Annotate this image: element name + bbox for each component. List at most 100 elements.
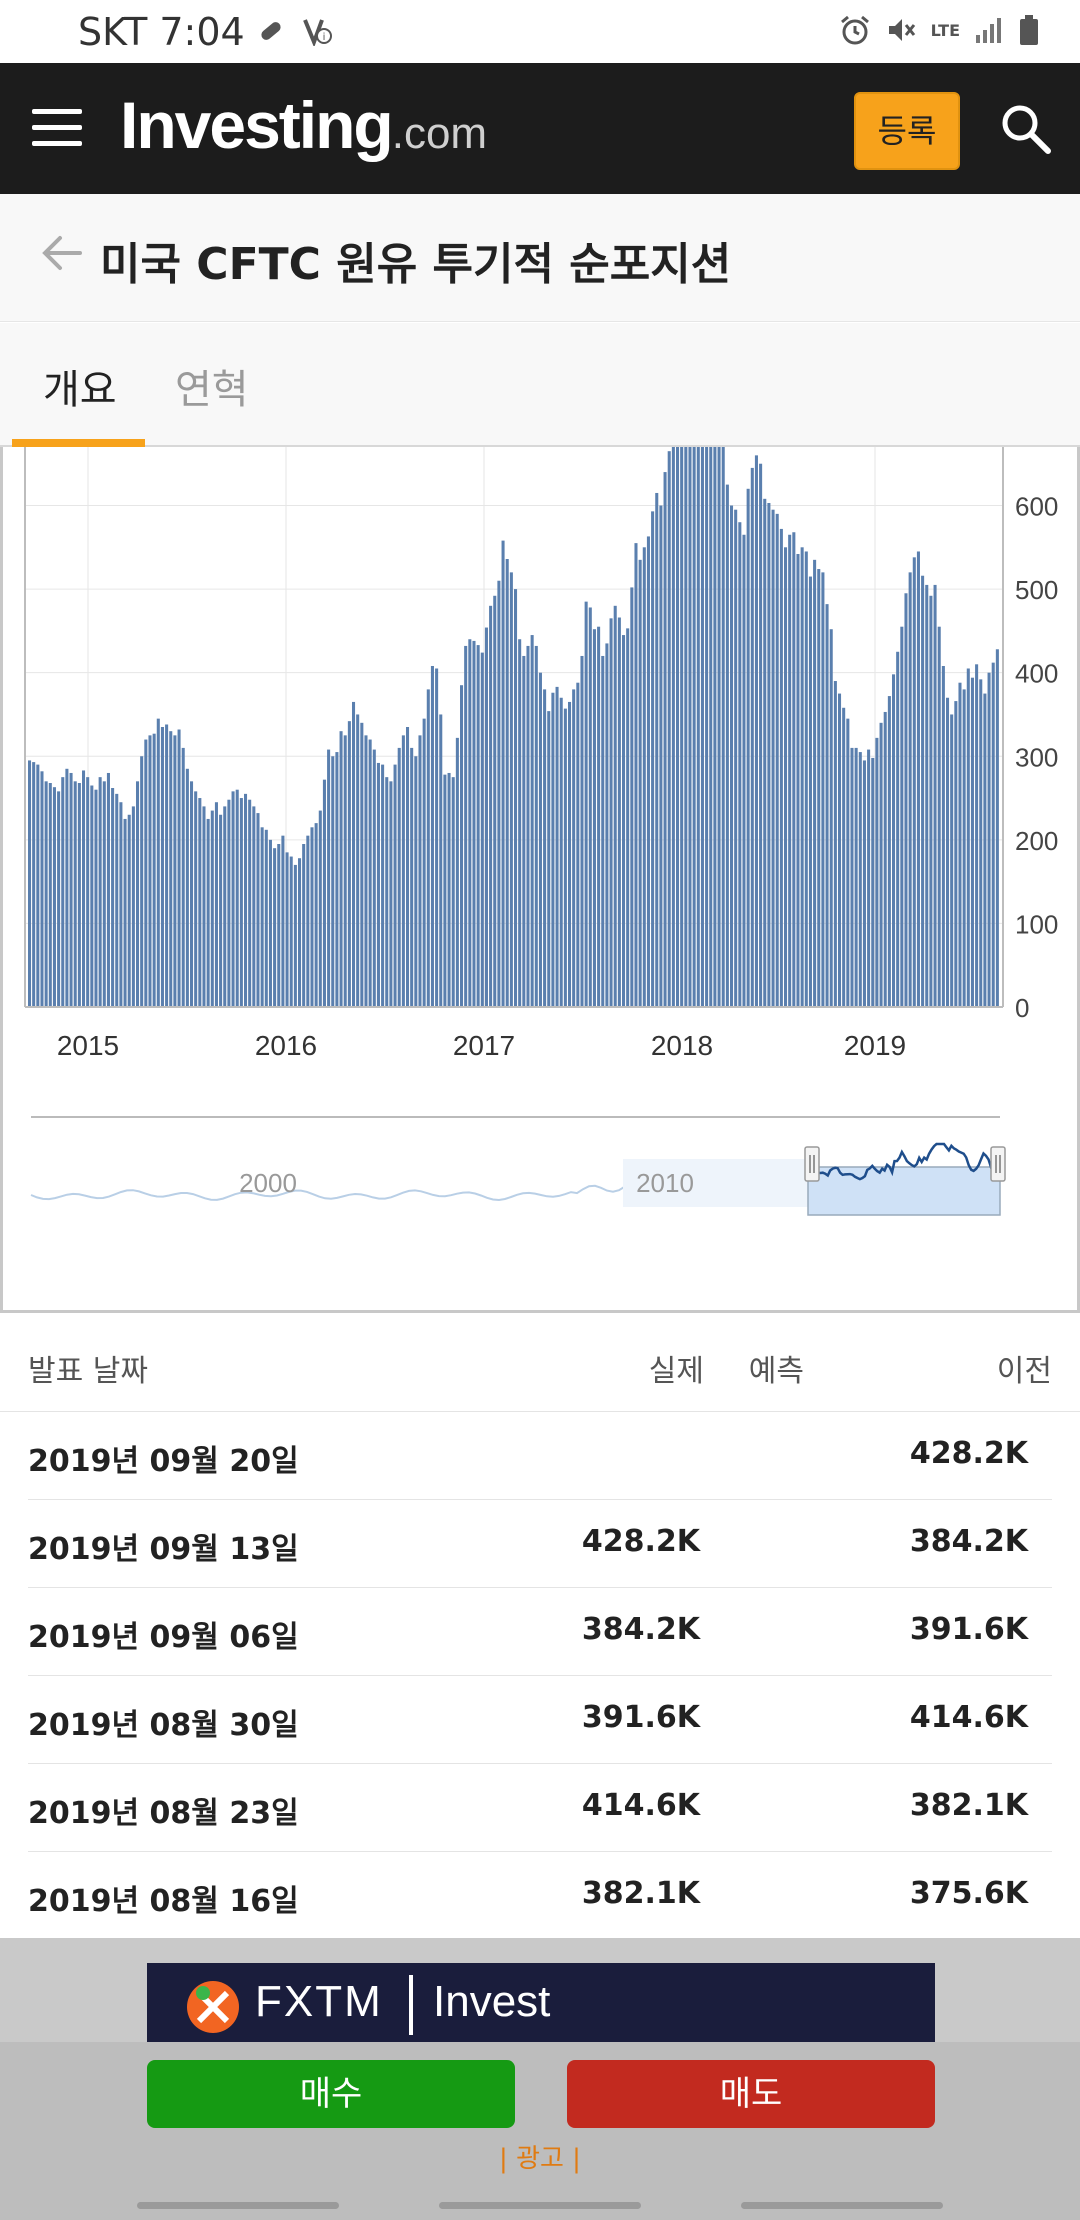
chart-bar: [190, 781, 194, 1007]
chart-bar: [838, 693, 842, 1007]
chart-bar: [210, 810, 214, 1007]
tab-history[interactable]: 연혁: [175, 367, 249, 413]
chart-bar: [916, 551, 920, 1007]
ad-banner[interactable]: FXTM Invest: [147, 1963, 935, 2045]
navigator-handle-start[interactable]: [804, 1146, 820, 1182]
nav-bar-center[interactable]: [439, 2202, 641, 2209]
chart-bar: [443, 774, 447, 1007]
chart-bar: [634, 543, 638, 1007]
chart-bar: [584, 601, 588, 1007]
chart-bar: [376, 762, 380, 1007]
active-tab-indicator: [12, 439, 145, 447]
chart-bar: [597, 626, 601, 1007]
chart-bar: [343, 735, 347, 1007]
chart-bar: [148, 735, 152, 1007]
chart-bar: [526, 645, 530, 1007]
table-row: 2019년 08월 23일 414.6K 382.1K: [28, 1764, 1052, 1852]
chart-bar: [813, 559, 817, 1007]
logo-main-text: Investing: [120, 88, 394, 162]
chart-bar: [73, 781, 77, 1007]
row-actual: 384.2K: [581, 1612, 700, 1647]
chart-bar: [975, 664, 979, 1007]
chart-bar: [347, 721, 351, 1007]
navigator-handle-end[interactable]: [990, 1146, 1006, 1182]
register-button[interactable]: 등록: [854, 92, 960, 170]
x-tick-label: 2019: [844, 1030, 906, 1061]
chart-bar: [285, 852, 289, 1007]
sell-button[interactable]: 매도: [567, 2060, 935, 2128]
chart-bar: [568, 701, 572, 1007]
nav-bar-right[interactable]: [741, 2202, 943, 2209]
chart-bar: [738, 522, 742, 1007]
tab-overview[interactable]: 개요: [43, 367, 117, 413]
row-actual: 414.6K: [581, 1788, 700, 1823]
chart-bar: [734, 509, 738, 1007]
chart-bar: [381, 764, 385, 1007]
chart-bar: [82, 770, 86, 1007]
chart-bar: [123, 818, 127, 1007]
chart-bar: [796, 553, 800, 1007]
chart-container[interactable]: 0 100 200 300 400 500 600 2015 2016 2017 2018 2019 …: [0, 447, 1080, 1313]
table-row: 2019년 09월 06일 384.2K 391.6K: [28, 1588, 1052, 1676]
chart-bar: [771, 509, 775, 1007]
chart-bar: [588, 607, 592, 1007]
chart-bar: [534, 645, 538, 1007]
y-tick-label: 0: [1015, 993, 1029, 1023]
chart-bar: [302, 844, 306, 1007]
row-date: 2019년 09월 20일: [28, 1444, 299, 1479]
chart-bar: [430, 665, 434, 1007]
chart-bar: [94, 789, 98, 1007]
buy-button[interactable]: 매수: [147, 2060, 515, 2128]
row-date: 2019년 09월 06일: [28, 1620, 299, 1655]
chart-bar: [57, 791, 61, 1007]
chart-bar: [169, 731, 173, 1007]
navigator-selection: [807, 1166, 1001, 1216]
chart-bar: [555, 686, 559, 1007]
chart-bar: [946, 697, 950, 1007]
chart-bar: [601, 655, 605, 1007]
chart-bar: [198, 798, 202, 1007]
chart-bar: [106, 772, 110, 1007]
ad-separator: [409, 1975, 413, 2035]
chart-bar: [730, 505, 734, 1007]
alarm-icon: [840, 15, 869, 45]
chart-bar: [111, 788, 115, 1007]
chart-bar: [626, 628, 630, 1007]
menu-icon[interactable]: [32, 109, 82, 147]
chart-bar: [900, 626, 904, 1007]
chart-bar: [879, 722, 883, 1007]
chart-bar: [784, 547, 788, 1007]
investing-logo[interactable]: Investing.com: [120, 87, 487, 163]
chart-bar: [335, 752, 339, 1007]
chart-bar: [32, 762, 36, 1007]
nav-bar-left[interactable]: [137, 2202, 339, 2209]
chart-bar: [219, 814, 223, 1007]
chart-bar: [160, 727, 164, 1007]
chart-bar: [696, 447, 700, 1007]
chart-bar: [833, 681, 837, 1007]
search-icon[interactable]: [998, 101, 1054, 157]
back-arrow-icon[interactable]: [40, 230, 86, 276]
chart-bar: [559, 697, 563, 1007]
chart-navigator[interactable]: 2000 2010: [30, 1116, 1006, 1216]
navigator-fill: [623, 1159, 808, 1207]
chart-bar: [538, 672, 542, 1007]
chart-bar: [281, 835, 285, 1007]
chart-bar: [808, 576, 812, 1007]
chart-bar: [543, 689, 547, 1007]
chart-bar: [609, 618, 613, 1007]
row-previous: 414.6K: [909, 1700, 1028, 1735]
row-date: 2019년 08월 16일: [28, 1884, 299, 1919]
chart-bar: [69, 772, 73, 1007]
header-actual: 실제: [648, 1354, 704, 1389]
chart-bar: [447, 772, 451, 1007]
chart-bar: [260, 827, 264, 1007]
chart-bar: [327, 749, 331, 1007]
row-previous: 375.6K: [909, 1876, 1028, 1911]
chart-bar: [98, 777, 102, 1007]
chart-bar: [983, 693, 987, 1007]
chart-bar: [489, 605, 493, 1007]
chart-bar: [455, 737, 459, 1007]
chart-bar: [767, 503, 771, 1007]
